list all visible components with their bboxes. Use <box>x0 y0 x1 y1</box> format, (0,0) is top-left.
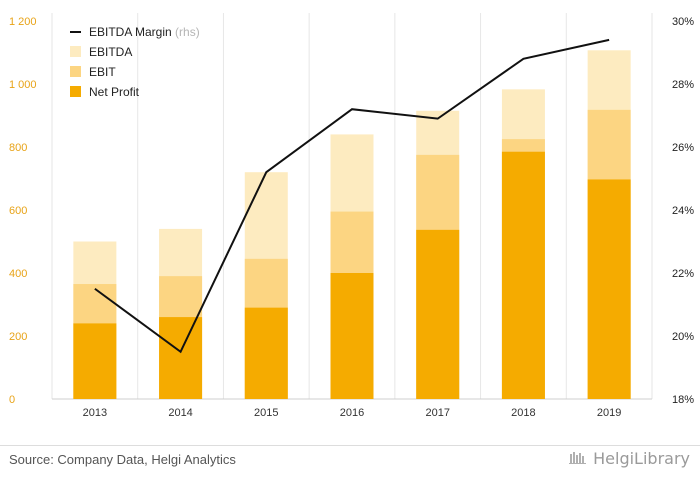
y-right-tick-label: 18% <box>672 394 694 406</box>
y-right-tick-label: 30% <box>672 16 694 28</box>
y-right-tick-label: 28% <box>672 79 694 91</box>
y-right-tick-label: 22% <box>672 268 694 280</box>
bar-net-profit <box>330 273 374 399</box>
bar-net-profit <box>416 229 460 399</box>
bar-net-profit <box>587 179 631 399</box>
x-tick-label: 2015 <box>254 407 278 419</box>
legend-marker-box <box>70 46 81 57</box>
bar-net-profit <box>501 151 545 399</box>
legend-note: (rhs) <box>172 25 200 39</box>
footer-divider <box>0 445 700 446</box>
y-left-tick-label: 600 <box>9 205 27 217</box>
legend-label: EBITDA <box>89 45 132 59</box>
y-right-tick-label: 24% <box>672 205 694 217</box>
legend-marker-box <box>70 66 81 77</box>
bar-net-profit <box>244 307 288 399</box>
y-left-tick-label: 1 200 <box>9 16 37 28</box>
y-left-tick-label: 200 <box>9 331 27 343</box>
y-left-tick-label: 400 <box>9 268 27 280</box>
line-ebitda-margin <box>94 38 610 354</box>
chart-svg: 0 200 400 600 800 1 000 1 200 18% 20% 22% 24% 26% 28… <box>9 13 694 419</box>
legend-label: Net Profit <box>89 85 140 99</box>
bar-net-profit <box>159 317 203 399</box>
y-left-tick-label: 1 000 <box>9 79 37 91</box>
source-note: Source: Company Data, Helgi Analytics <box>9 452 236 467</box>
x-tick-label: 2017 <box>425 407 449 419</box>
brand-logo[interactable]: HelgiLibrary <box>569 449 690 468</box>
bar-net-profit <box>73 323 117 399</box>
y-left-tick-label: 800 <box>9 142 27 154</box>
x-tick-label: 2016 <box>340 407 364 419</box>
legend-marker-box <box>70 86 81 97</box>
legend-label: EBITDA Margin (rhs) <box>89 25 200 39</box>
brand-name: HelgiLibrary <box>593 449 690 468</box>
x-tick-label: 2019 <box>597 407 621 419</box>
legend-label: EBIT <box>89 65 116 79</box>
x-tick-label: 2013 <box>83 407 107 419</box>
y-right-tick-label: 20% <box>672 331 694 343</box>
y-right-tick-label: 26% <box>672 142 694 154</box>
library-icon <box>569 449 589 468</box>
y-left-tick-label: 0 <box>9 394 15 406</box>
x-tick-label: 2014 <box>168 407 192 419</box>
x-tick-label: 2018 <box>511 407 535 419</box>
